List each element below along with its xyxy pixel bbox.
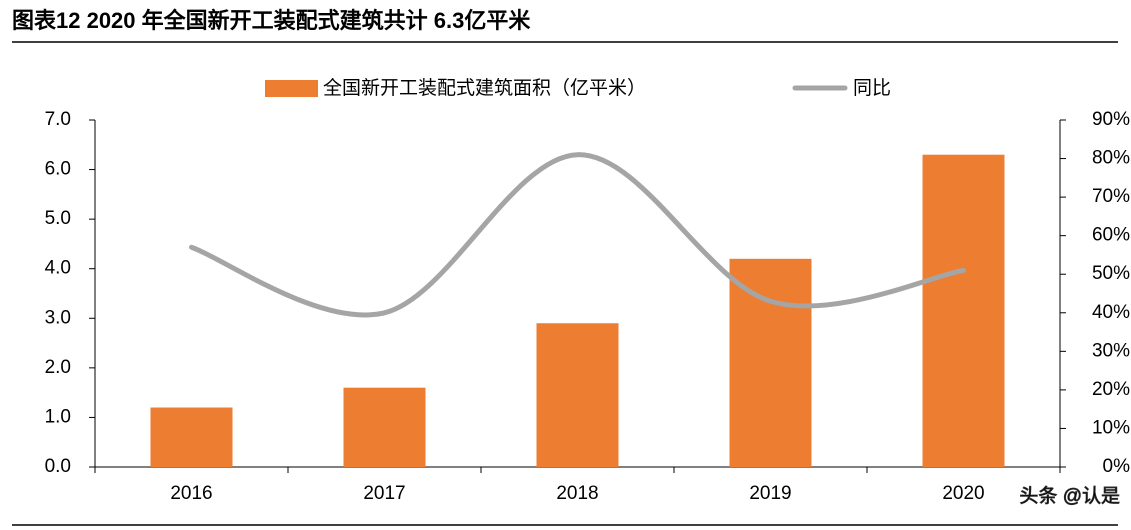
y2-tick-label: 90% bbox=[1092, 109, 1130, 130]
bar bbox=[150, 407, 233, 467]
y-tick-label: 6.0 bbox=[45, 159, 71, 180]
x-tick-label: 2016 bbox=[170, 483, 212, 504]
y-tick-label: 0.0 bbox=[45, 456, 71, 477]
legend-swatch bbox=[265, 80, 318, 97]
y2-tick-label: 60% bbox=[1092, 225, 1130, 246]
y-tick-label: 5.0 bbox=[45, 208, 71, 229]
y2-tick-label: 30% bbox=[1092, 340, 1130, 361]
line bbox=[189, 152, 966, 318]
bar bbox=[729, 258, 812, 467]
x-tick-label: 2020 bbox=[942, 483, 984, 504]
x-tick-label: 2019 bbox=[749, 483, 791, 504]
y2-tick-label: 10% bbox=[1092, 417, 1130, 438]
y-tick-label: 4.0 bbox=[45, 258, 71, 279]
chart-title: 图表12 2020 年全国新开工装配式建筑共计 6.3亿平米 bbox=[12, 8, 531, 33]
y-tick-label: 1.0 bbox=[45, 406, 71, 427]
y2-tick-label: 0% bbox=[1103, 456, 1131, 477]
y2-tick-label: 20% bbox=[1092, 379, 1130, 400]
y2-tick-label: 40% bbox=[1092, 302, 1130, 323]
legend-label: 全国新开工装配式建筑面积（亿平米） bbox=[323, 77, 646, 99]
bar bbox=[922, 154, 1005, 467]
legend-label: 同比 bbox=[853, 77, 891, 99]
x-tick-label: 2018 bbox=[556, 483, 598, 504]
y2-tick-label: 80% bbox=[1092, 148, 1130, 169]
y-tick-label: 3.0 bbox=[45, 307, 71, 328]
watermark: 头条 @认是 bbox=[1019, 485, 1120, 507]
bar bbox=[536, 323, 619, 467]
y-tick-label: 7.0 bbox=[45, 109, 71, 130]
y2-tick-label: 50% bbox=[1092, 263, 1130, 284]
y2-tick-label: 70% bbox=[1092, 186, 1130, 207]
bar bbox=[343, 387, 426, 467]
y-tick-label: 2.0 bbox=[45, 357, 71, 378]
x-tick-label: 2017 bbox=[363, 483, 405, 504]
